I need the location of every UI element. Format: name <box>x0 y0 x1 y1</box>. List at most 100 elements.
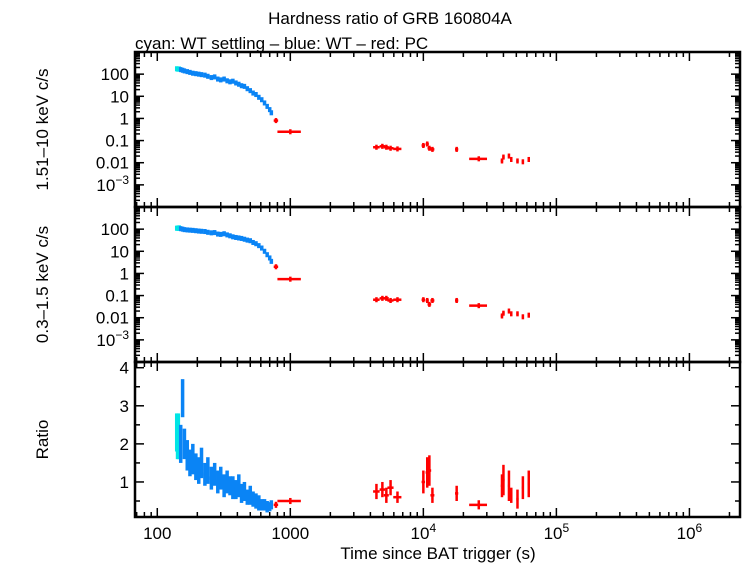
series-pc <box>273 118 531 165</box>
data-point <box>248 88 253 94</box>
data-point <box>265 252 269 258</box>
data-point <box>248 238 253 244</box>
data-point <box>469 500 488 510</box>
y-tick-label: 10 <box>110 242 129 261</box>
data-point <box>245 237 250 243</box>
data-point <box>234 234 238 241</box>
data-point <box>216 231 220 237</box>
data-point <box>425 141 429 147</box>
data-point <box>260 245 264 251</box>
data-point <box>209 75 214 81</box>
y-tick-label: 100 <box>101 65 129 84</box>
data-point <box>188 227 192 233</box>
data-point <box>237 474 241 498</box>
data-point <box>225 232 229 238</box>
data-point <box>209 230 214 236</box>
y-tick-label: 2 <box>120 435 129 454</box>
data-point <box>212 74 217 80</box>
data-point <box>527 312 531 318</box>
data-point <box>393 146 402 152</box>
data-point <box>199 72 204 78</box>
data-point <box>242 481 247 502</box>
data-point <box>239 483 244 503</box>
data-point <box>262 248 267 254</box>
x-tick-label: 1000 <box>271 524 309 543</box>
data-point <box>237 235 241 241</box>
data-point <box>206 457 210 484</box>
data-point <box>387 145 394 151</box>
data-point <box>254 241 258 247</box>
data-point <box>516 489 519 509</box>
data-point <box>455 146 459 152</box>
data-point <box>180 379 185 418</box>
data-point <box>273 501 279 508</box>
data-point <box>228 476 232 496</box>
y-tick-label: 100 <box>101 220 129 239</box>
data-point <box>387 480 394 496</box>
series-wt <box>178 379 274 513</box>
data-point <box>521 159 525 165</box>
data-point <box>383 295 389 301</box>
data-point <box>203 72 207 78</box>
y-tick-label: 1 <box>120 264 129 283</box>
panel-ratio: 1 2 3 4 Ratio 100 1000 104 105 106 <box>33 359 742 543</box>
data-point <box>216 76 220 82</box>
data-point <box>421 470 426 494</box>
data-point <box>260 499 264 511</box>
data-point <box>188 69 192 75</box>
data-point <box>191 227 195 233</box>
series-pc <box>273 264 531 320</box>
data-point <box>510 311 513 317</box>
data-point <box>209 466 214 490</box>
data-point <box>197 71 201 77</box>
y-tick-label: 0.1 <box>105 132 129 151</box>
panel-frame <box>133 50 742 209</box>
data-point <box>194 453 198 481</box>
data-point <box>188 449 192 477</box>
data-point <box>427 455 432 486</box>
data-point <box>277 276 301 282</box>
data-point <box>222 76 226 82</box>
data-point <box>430 146 435 152</box>
data-point <box>212 230 217 236</box>
data-point <box>194 228 198 234</box>
data-point <box>262 499 267 511</box>
data-point <box>199 228 204 234</box>
data-point <box>231 476 235 500</box>
data-point <box>219 77 223 83</box>
data-point <box>191 70 195 76</box>
panel-frame <box>133 205 742 364</box>
data-point <box>239 83 244 89</box>
data-point <box>273 264 279 270</box>
chart-title: Hardness ratio of GRB 160804A <box>268 9 512 28</box>
data-point <box>469 156 488 162</box>
y-axis-label: 0.3–1.5 keV c/s <box>33 226 52 343</box>
y-tick-label: 1 <box>120 473 129 492</box>
data-point <box>430 487 435 503</box>
data-point <box>197 228 201 234</box>
data-point <box>185 69 190 75</box>
data-point <box>269 500 274 510</box>
x-tick-label: 104 <box>411 521 437 543</box>
data-point <box>527 470 531 498</box>
data-point <box>500 313 504 319</box>
y-tick-label: 0.01 <box>96 154 129 173</box>
series-wt <box>178 67 274 116</box>
data-point <box>251 90 255 96</box>
y-tick-label: 0.01 <box>96 309 129 328</box>
data-point <box>383 487 389 503</box>
data-point <box>269 258 274 264</box>
data-point <box>191 443 195 475</box>
data-point <box>231 234 235 240</box>
data-point <box>393 491 402 503</box>
data-point <box>379 481 386 498</box>
data-point <box>265 103 269 109</box>
series-wt <box>178 226 274 264</box>
data-point <box>257 495 261 511</box>
x-axis-label: Time since BAT trigger (s) <box>340 544 535 563</box>
data-point <box>228 79 232 85</box>
x-tick-label: 106 <box>677 521 703 543</box>
data-point <box>231 78 235 84</box>
